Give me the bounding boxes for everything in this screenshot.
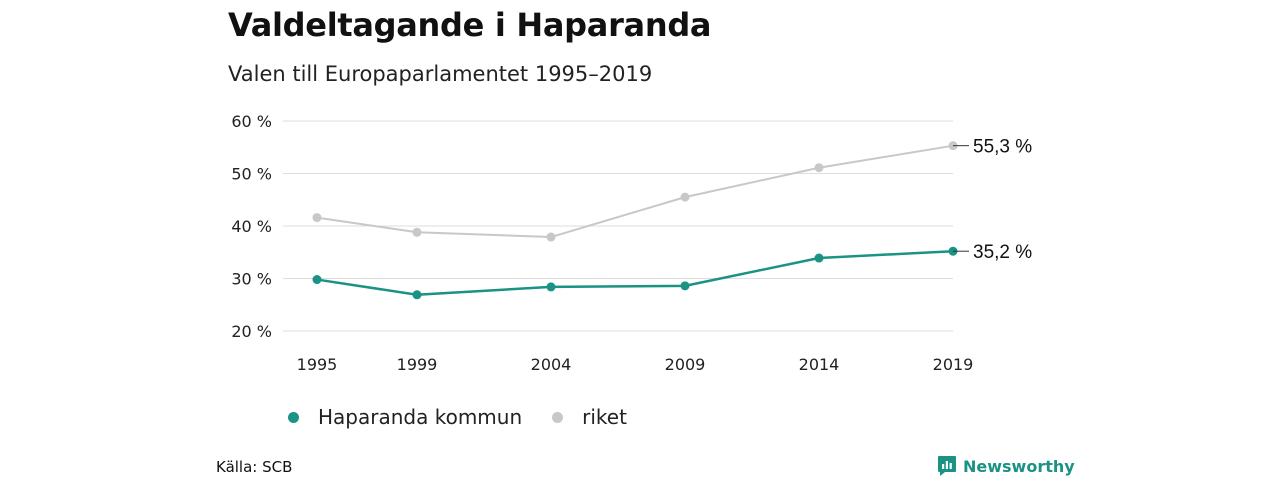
newsworthy-logo: Newsworthy [937, 455, 1075, 477]
end-value-label: 55,3 % [973, 137, 1032, 158]
data-point-haparanda [814, 253, 824, 263]
end-value-label: 35,2 % [973, 242, 1032, 263]
x-tick-label: 2009 [665, 355, 706, 374]
x-tick-label: 1999 [397, 355, 438, 374]
newsworthy-icon [938, 456, 956, 476]
data-point-riket [814, 163, 824, 173]
y-tick-label: 60 % [231, 112, 272, 131]
legend-dot-haparanda [288, 411, 299, 423]
series-line-riket [316, 144, 954, 239]
y-tick-label: 30 % [231, 270, 272, 289]
legend-dot-riket [552, 411, 564, 423]
x-tick-label: 1995 [297, 355, 338, 374]
y-tick-label: 40 % [231, 217, 272, 236]
data-point-riket [312, 213, 322, 223]
source-note: Källa: SCB [216, 458, 293, 476]
chart-title: Valdeltagande i Haparanda [228, 6, 712, 44]
x-tick-label: 2019 [933, 355, 974, 374]
y-tick-label: 50 % [231, 165, 272, 184]
data-point-haparanda [546, 282, 556, 292]
legend: Haparanda kommun riket [288, 405, 657, 429]
y-tick-label: 20 % [231, 322, 272, 341]
data-point-haparanda [680, 281, 690, 291]
data-point-haparanda [412, 290, 422, 300]
legend-label-riket: riket [582, 405, 627, 429]
data-point-riket [412, 227, 422, 237]
data-point-riket [680, 192, 690, 202]
chart-subtitle: Valen till Europaparlamentet 1995–2019 [228, 62, 653, 86]
legend-item-haparanda: Haparanda kommun [288, 405, 522, 429]
x-tick-label: 2014 [799, 355, 840, 374]
legend-item-riket: riket [552, 405, 627, 429]
data-point-haparanda [312, 275, 322, 285]
legend-label-haparanda: Haparanda kommun [318, 405, 523, 429]
series-line-haparanda [316, 249, 954, 297]
brand-name: Newsworthy [963, 456, 1075, 476]
x-tick-label: 2004 [531, 355, 572, 374]
data-point-riket [546, 232, 556, 242]
